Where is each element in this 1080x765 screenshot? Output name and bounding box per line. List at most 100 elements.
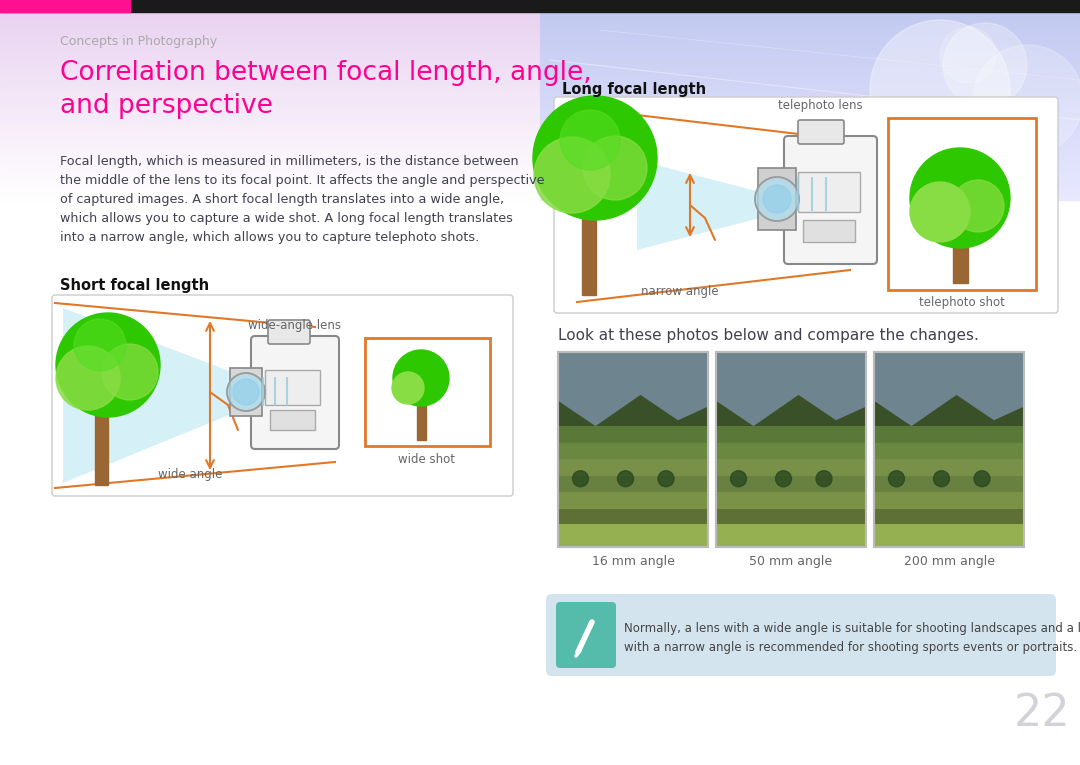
Bar: [540, 44, 1080, 45]
Bar: [540, 181, 1080, 182]
Bar: [0, 124, 540, 125]
Bar: [0, 127, 540, 128]
Bar: [0, 116, 540, 117]
Bar: [0, 149, 540, 150]
Bar: [540, 0, 1080, 1]
Bar: [540, 54, 1080, 55]
Bar: [540, 124, 1080, 125]
Circle shape: [933, 470, 949, 487]
Bar: [0, 10, 540, 11]
Bar: [540, 32, 1080, 33]
Bar: [540, 68, 1080, 69]
Circle shape: [534, 137, 610, 213]
Bar: [558, 352, 708, 547]
Bar: [540, 96, 1080, 97]
Bar: [540, 37, 1080, 38]
Bar: [540, 171, 1080, 172]
Bar: [0, 92, 540, 93]
Bar: [540, 106, 1080, 107]
Bar: [540, 183, 1080, 184]
Bar: [540, 66, 1080, 67]
Bar: [0, 3, 540, 4]
Bar: [540, 180, 1080, 181]
Bar: [0, 42, 540, 43]
Bar: [0, 175, 540, 176]
Bar: [0, 186, 540, 187]
Bar: [540, 145, 1080, 146]
Bar: [0, 153, 540, 154]
Bar: [0, 74, 540, 75]
Bar: [540, 61, 1080, 62]
Text: narrow angle: narrow angle: [642, 285, 719, 298]
Bar: [0, 183, 540, 184]
Bar: [365, 338, 490, 446]
Bar: [540, 153, 1080, 154]
Bar: [540, 29, 1080, 30]
Bar: [540, 150, 1080, 151]
Bar: [0, 71, 540, 72]
Bar: [0, 180, 540, 181]
Bar: [0, 185, 540, 186]
Bar: [540, 194, 1080, 195]
Bar: [0, 85, 540, 86]
Bar: [540, 47, 1080, 48]
Bar: [540, 65, 1080, 66]
Bar: [540, 87, 1080, 88]
Bar: [0, 86, 540, 87]
Text: Focal length, which is measured in millimeters, is the distance between
the midd: Focal length, which is measured in milli…: [60, 155, 544, 244]
Circle shape: [572, 470, 589, 487]
Bar: [0, 178, 540, 179]
Circle shape: [534, 96, 657, 220]
Bar: [0, 0, 1080, 12]
Bar: [0, 53, 540, 54]
Bar: [0, 174, 540, 175]
Bar: [558, 509, 708, 526]
Bar: [0, 159, 540, 160]
Bar: [540, 148, 1080, 149]
Bar: [540, 118, 1080, 119]
Bar: [0, 161, 540, 162]
Polygon shape: [637, 160, 810, 250]
Bar: [798, 172, 860, 212]
Bar: [540, 193, 1080, 194]
Bar: [540, 12, 1080, 13]
Bar: [540, 74, 1080, 75]
Bar: [0, 195, 540, 196]
Bar: [540, 162, 1080, 163]
Bar: [0, 165, 540, 166]
Bar: [540, 116, 1080, 117]
Bar: [540, 157, 1080, 158]
Bar: [0, 20, 540, 21]
Bar: [0, 62, 540, 63]
Bar: [0, 25, 540, 26]
Bar: [540, 39, 1080, 40]
Bar: [0, 130, 540, 131]
Bar: [0, 162, 540, 163]
Bar: [540, 111, 1080, 112]
Bar: [0, 78, 540, 79]
Bar: [0, 142, 540, 143]
Bar: [0, 96, 540, 97]
Bar: [540, 195, 1080, 196]
Bar: [540, 53, 1080, 54]
Bar: [0, 117, 540, 118]
Bar: [874, 509, 1024, 526]
Bar: [540, 52, 1080, 53]
Bar: [0, 154, 540, 155]
Bar: [540, 100, 1080, 101]
Text: 16 mm angle: 16 mm angle: [592, 555, 674, 568]
Bar: [0, 38, 540, 39]
Bar: [540, 115, 1080, 116]
Bar: [540, 192, 1080, 193]
Bar: [540, 23, 1080, 24]
Bar: [0, 145, 540, 146]
Bar: [0, 120, 540, 121]
Bar: [0, 128, 540, 129]
Bar: [0, 102, 540, 103]
Bar: [0, 57, 540, 58]
Bar: [0, 157, 540, 158]
Bar: [540, 49, 1080, 50]
Bar: [540, 63, 1080, 64]
Bar: [0, 61, 540, 62]
Bar: [540, 196, 1080, 197]
